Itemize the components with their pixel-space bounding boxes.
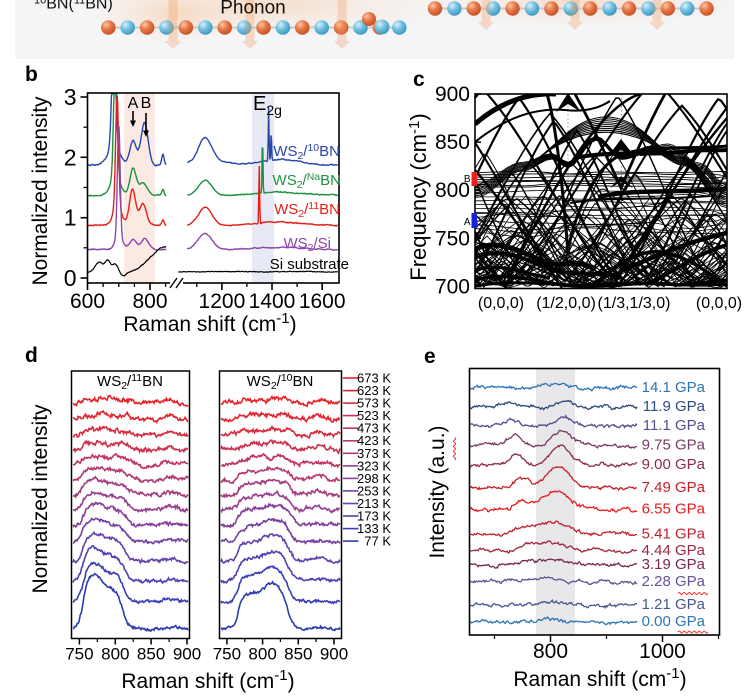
svg-text:(1/3,1/3,0): (1/3,1/3,0): [598, 295, 671, 312]
svg-text:900: 900: [435, 83, 470, 106]
svg-text:523 K: 523 K: [357, 408, 391, 423]
svg-text:673 K: 673 K: [357, 371, 391, 386]
svg-text:Si substrate: Si substrate: [270, 256, 349, 273]
svg-text:9.75 GPa: 9.75 GPa: [642, 436, 706, 453]
svg-text:WS2/11BN: WS2/11BN: [274, 200, 340, 220]
svg-text:3: 3: [64, 84, 77, 110]
svg-text:900: 900: [173, 645, 201, 664]
svg-text:Raman shift (cm-1): Raman shift (cm-1): [121, 667, 294, 693]
svg-text:Intensity (a.u.): Intensity (a.u.): [426, 425, 449, 558]
svg-text:7.49 GPa: 7.49 GPa: [642, 479, 706, 496]
svg-text:600: 600: [70, 290, 105, 313]
svg-text:6.55 GPa: 6.55 GPa: [642, 501, 706, 518]
svg-text:800: 800: [248, 645, 276, 664]
svg-text:A: A: [128, 95, 139, 112]
svg-text:10BN(11BN): 10BN(11BN): [34, 0, 113, 13]
svg-text:750: 750: [65, 645, 93, 664]
svg-text:WS2/10BN: WS2/10BN: [247, 372, 314, 392]
svg-text:700: 700: [435, 275, 470, 298]
svg-text:WS2/NaBN: WS2/NaBN: [273, 171, 341, 191]
svg-text:WS2/Si: WS2/Si: [283, 235, 331, 254]
svg-text:750: 750: [213, 645, 241, 664]
svg-text:800: 800: [101, 645, 129, 664]
svg-text:623 K: 623 K: [357, 383, 391, 398]
svg-text:11.9 GPa: 11.9 GPa: [643, 398, 706, 415]
svg-text:d: d: [25, 344, 38, 367]
svg-text:850: 850: [137, 645, 165, 664]
svg-text:423 K: 423 K: [357, 433, 391, 448]
svg-text:900: 900: [320, 645, 348, 664]
svg-text:133 K: 133 K: [357, 521, 391, 536]
svg-text:WS2/11BN: WS2/11BN: [97, 372, 163, 392]
svg-text:800: 800: [533, 640, 568, 663]
svg-text:11.1 GPa: 11.1 GPa: [643, 417, 706, 434]
svg-text:2.28 GPa: 2.28 GPa: [642, 573, 706, 590]
svg-text:323 K: 323 K: [357, 458, 391, 473]
svg-text:b: b: [25, 63, 38, 86]
svg-text:473 K: 473 K: [357, 421, 391, 436]
svg-text:850: 850: [435, 131, 470, 154]
svg-text:(0,0,0): (0,0,0): [696, 295, 742, 312]
svg-text:Normalized intensity: Normalized intensity: [29, 404, 52, 594]
svg-text:c: c: [413, 68, 425, 91]
svg-text:Raman shift (cm-1): Raman shift (cm-1): [513, 665, 686, 691]
svg-text:9.00 GPa: 9.00 GPa: [642, 456, 706, 473]
svg-text:1400: 1400: [249, 290, 296, 313]
svg-text:373 K: 373 K: [357, 446, 391, 461]
svg-text:3.19 GPa: 3.19 GPa: [642, 556, 706, 573]
svg-text:B: B: [464, 174, 471, 185]
svg-text:1000: 1000: [639, 640, 686, 663]
svg-text:77 K: 77 K: [364, 534, 391, 549]
svg-text:1.21 GPa: 1.21 GPa: [642, 596, 706, 613]
svg-text:253 K: 253 K: [357, 483, 391, 498]
svg-text:5.41 GPa: 5.41 GPa: [642, 525, 706, 542]
svg-text:1600: 1600: [299, 290, 346, 313]
svg-text:e: e: [424, 345, 436, 368]
svg-text:1200: 1200: [199, 290, 246, 313]
svg-text:(1/2,0,0): (1/2,0,0): [536, 295, 596, 312]
svg-text:0.00 GPa: 0.00 GPa: [642, 613, 706, 630]
svg-text:298 K: 298 K: [357, 471, 391, 486]
svg-text:573 K: 573 K: [357, 396, 391, 411]
svg-text:Phonon: Phonon: [220, 0, 286, 19]
svg-text:213 K: 213 K: [357, 496, 391, 511]
svg-text:Frequency (cm-1): Frequency (cm-1): [406, 113, 431, 280]
svg-text:800: 800: [435, 179, 470, 202]
svg-text:Raman shift (cm-1): Raman shift (cm-1): [123, 310, 296, 336]
svg-text:(0,0,0): (0,0,0): [478, 295, 524, 312]
svg-text:750: 750: [435, 227, 470, 250]
svg-text:4.44 GPa: 4.44 GPa: [642, 542, 706, 559]
svg-text:2: 2: [64, 144, 77, 170]
svg-text:850: 850: [284, 645, 312, 664]
svg-text:Normalized intensity: Normalized intensity: [29, 96, 52, 286]
svg-text:WS2/10BN: WS2/10BN: [273, 142, 340, 162]
svg-text:14.1 GPa: 14.1 GPa: [642, 379, 706, 396]
svg-text:0: 0: [64, 265, 77, 291]
svg-text:1: 1: [64, 205, 77, 231]
svg-text:A: A: [464, 217, 471, 228]
svg-text:173 K: 173 K: [357, 509, 391, 524]
svg-text:B: B: [141, 95, 152, 112]
svg-text:E2g: E2g: [253, 93, 282, 118]
svg-text:800: 800: [132, 290, 167, 313]
